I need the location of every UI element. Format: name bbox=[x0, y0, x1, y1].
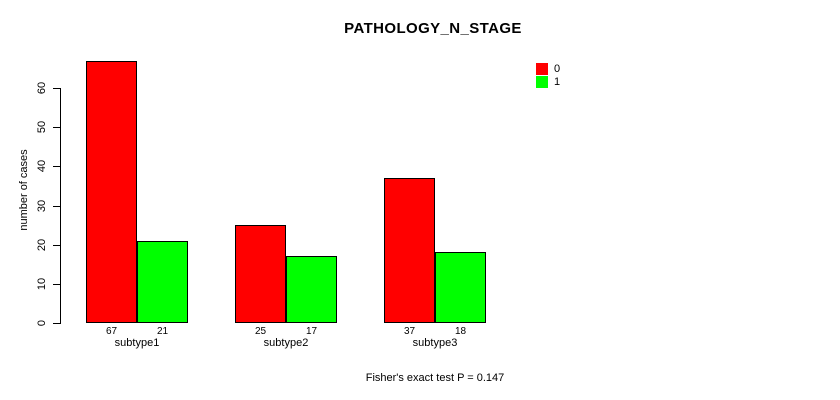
bar bbox=[86, 61, 137, 323]
y-tick-label: 10 bbox=[36, 277, 48, 291]
bar bbox=[435, 252, 486, 323]
y-tick bbox=[53, 323, 60, 324]
bar bbox=[235, 225, 286, 323]
bar bbox=[384, 178, 435, 323]
y-tick bbox=[53, 127, 60, 128]
y-tick bbox=[53, 284, 60, 285]
category-label: subtype1 bbox=[114, 337, 160, 349]
bar-value-label: 25 bbox=[254, 326, 267, 337]
legend-color-swatch bbox=[536, 63, 548, 75]
y-tick-label: 0 bbox=[36, 319, 48, 327]
legend-item: 1 bbox=[536, 76, 560, 88]
y-axis-label: number of cases bbox=[18, 149, 30, 231]
y-tick-label: 50 bbox=[36, 120, 48, 134]
legend-item: 0 bbox=[536, 63, 560, 75]
bar-value-label: 37 bbox=[403, 326, 416, 337]
y-tick-label: 30 bbox=[36, 199, 48, 213]
y-tick-label: 20 bbox=[36, 238, 48, 252]
legend-label: 0 bbox=[554, 63, 561, 75]
bar bbox=[286, 256, 337, 323]
chart-title: PATHOLOGY_N_STAGE bbox=[344, 20, 522, 37]
bar-value-label: 18 bbox=[454, 326, 467, 337]
y-tick bbox=[53, 245, 60, 246]
bar-value-label: 17 bbox=[305, 326, 318, 337]
y-tick-label: 60 bbox=[36, 81, 48, 95]
fisher-test-note: Fisher's exact test P = 0.147 bbox=[365, 372, 505, 384]
category-label: subtype2 bbox=[263, 337, 309, 349]
y-tick bbox=[53, 206, 60, 207]
bar-value-label: 67 bbox=[105, 326, 118, 337]
y-tick bbox=[53, 88, 60, 89]
legend-label: 1 bbox=[554, 76, 561, 88]
bar bbox=[137, 241, 188, 323]
y-tick-label: 40 bbox=[36, 159, 48, 173]
y-axis-line bbox=[60, 88, 61, 324]
y-tick bbox=[53, 166, 60, 167]
bar-value-label: 21 bbox=[156, 326, 169, 337]
legend-color-swatch bbox=[536, 76, 548, 88]
category-label: subtype3 bbox=[412, 337, 458, 349]
